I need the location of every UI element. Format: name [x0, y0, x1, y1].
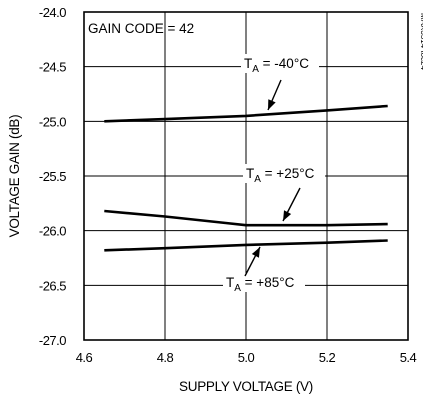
- y-axis-label: VOLTAGE GAIN (dB): [7, 115, 22, 238]
- annotation-arrowhead: [251, 247, 260, 258]
- annotation-label: TA = +85°C: [226, 275, 295, 294]
- series-line-3: [104, 239, 388, 252]
- y-tick-label: -26.5: [39, 278, 66, 293]
- plot-frame: [83, 11, 409, 341]
- annotation-t: T: [226, 275, 234, 290]
- x-tick-label: 4.6: [76, 350, 93, 365]
- y-tick-label: -25.5: [39, 169, 66, 184]
- series-line-1: [104, 104, 388, 123]
- gain-code-annotation: GAIN CODE = 42: [88, 21, 194, 36]
- annotation-text: = +85°C: [241, 275, 295, 290]
- y-tick-label: -27.0: [39, 333, 66, 348]
- series-lines: [104, 104, 388, 252]
- y-tick-label: -25.0: [39, 114, 66, 129]
- annotation-text: = +25°C: [261, 166, 315, 181]
- series-annotation-1: TA = -40°C: [241, 54, 319, 111]
- annotation-t: T: [244, 56, 252, 71]
- annotation-label: TA = -40°C: [244, 56, 309, 75]
- x-tick-label: 5.4: [400, 350, 417, 365]
- x-axis-label: SUPPLY VOLTAGE (V): [179, 379, 313, 394]
- annotation-backdrop: [243, 164, 325, 183]
- annotation-text: = -40°C: [259, 56, 309, 71]
- tick-labels: 4.6 4.8 5.0 5.2 5.4 -24.0 -24.5 -25.0 -25.5 -26.0…: [39, 5, 417, 365]
- series-line-2: [104, 209, 388, 227]
- annotation-arrowhead: [268, 99, 276, 110]
- annotation-subscript: A: [254, 174, 261, 185]
- series-annotation-2: TA = +25°C: [243, 164, 325, 222]
- annotation-backdrop: [223, 273, 305, 292]
- series-annotation-3: TA = +85°C: [223, 246, 305, 294]
- annotation-subscript: A: [252, 64, 259, 75]
- annotation-backdrop: [241, 54, 319, 73]
- annotation-subscript: A: [234, 283, 241, 294]
- annotation-label: TA = +25°C: [246, 166, 315, 185]
- y-tick-label: -26.0: [39, 224, 66, 239]
- x-tick-label: 4.8: [157, 350, 174, 365]
- series-annotations: TA = -40°CTA = +25°CTA = +85°C: [223, 54, 325, 294]
- y-tick-label: -24.5: [39, 60, 66, 75]
- annotation-t: T: [246, 166, 254, 181]
- x-tick-label: 5.2: [319, 350, 336, 365]
- x-tick-label: 5.0: [238, 350, 255, 365]
- annotation-arrowhead: [283, 210, 292, 221]
- y-tick-label: -24.0: [39, 5, 66, 20]
- figure-id-label: MAX3514 toc24: [419, 13, 423, 70]
